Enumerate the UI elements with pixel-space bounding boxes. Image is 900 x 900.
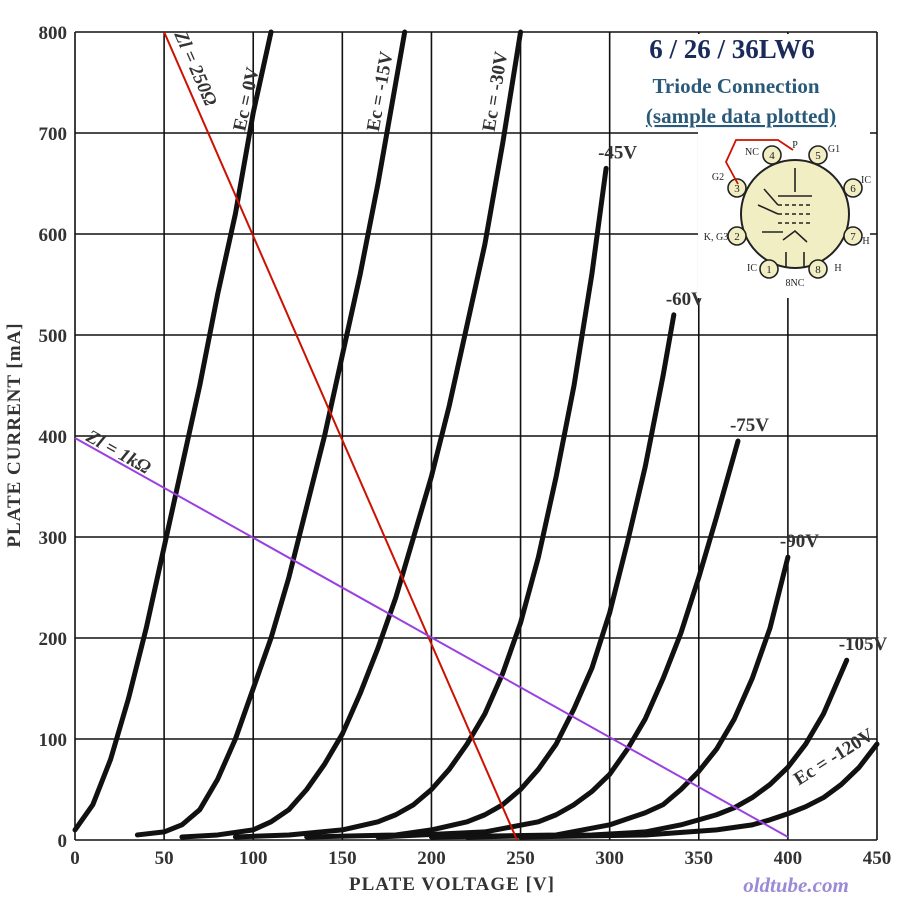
curve-label: -60V [666, 289, 705, 310]
pin-circle [808, 259, 828, 279]
title-block-background [612, 34, 860, 132]
pin-circle [727, 178, 747, 198]
pin-label: NC [745, 147, 759, 158]
load-line [163, 31, 518, 841]
y-tick-label: 700 [39, 124, 68, 145]
curve-label: -45V [598, 142, 637, 163]
triode-strap [724, 139, 794, 185]
tube-curves [72, 29, 880, 840]
pin-label: G1 [828, 144, 840, 155]
x-tick-label: 350 [685, 848, 714, 869]
curve-series [304, 312, 677, 840]
chart-title: 6 / 26 / 36LW6 [649, 34, 815, 64]
curve-series [464, 657, 850, 840]
y-tick-label: 200 [39, 629, 68, 650]
curve-series [518, 741, 880, 840]
title-block: 6 / 26 / 36LW6 Triode Connection (sample… [612, 34, 860, 132]
tube-pinout-diagram: 1 2 3 4 5 6 7 8 NC P G1 G2 IC K, G3 H IC 8NC H [698, 132, 871, 298]
pin-label: IC [747, 263, 757, 274]
pin-number: 8 [815, 264, 821, 276]
pin-number: 3 [734, 183, 740, 195]
y-tick-label: 400 [39, 427, 68, 448]
pin-number: 2 [734, 231, 740, 243]
tube-electrodes [757, 168, 812, 268]
pin-number: 4 [769, 150, 775, 162]
x-tick-label: 150 [328, 848, 357, 869]
tick-labels: 0 50 100 150 200 250 300 350 400 4500100200300400… [39, 23, 892, 869]
pin-circle [762, 145, 782, 165]
pin-circle [727, 226, 747, 246]
y-tick-label: 0 [58, 831, 68, 852]
curve-label: -75V [730, 415, 769, 436]
y-tick-label: 800 [39, 23, 68, 44]
pin-label: IC [861, 175, 871, 186]
pin-number: 5 [815, 150, 821, 162]
pin-number: 1 [766, 264, 772, 276]
pin-circle [843, 226, 863, 246]
pin-label: 8NC [786, 278, 805, 289]
pin-circle [843, 178, 863, 198]
x-tick-label: 200 [417, 848, 446, 869]
x-axis-label: PLATE VOLTAGE [V] [349, 874, 555, 895]
pin-circle [808, 145, 828, 165]
y-tick-label: 100 [39, 730, 68, 751]
pin-label: P [792, 140, 798, 151]
curve-series [179, 29, 524, 840]
pin-label: H [834, 263, 841, 274]
pin-label: H [862, 236, 869, 247]
pin-number: 6 [850, 183, 856, 195]
pin-circle [759, 259, 779, 279]
x-tick-label: 100 [239, 848, 268, 869]
y-tick-label: 500 [39, 326, 68, 347]
curve-series [72, 29, 274, 833]
y-tick-label: 300 [39, 528, 68, 549]
curve-series [428, 554, 791, 840]
curve-label: -90V [780, 531, 819, 552]
pin-label: K, G3 [704, 232, 728, 243]
x-tick-label: 400 [774, 848, 803, 869]
y-tick-label: 600 [39, 225, 68, 246]
pins: 1 2 3 4 5 6 7 8 [727, 145, 863, 279]
pin-label: G2 [712, 172, 724, 183]
curve-series [375, 438, 741, 840]
curve-series [134, 29, 408, 838]
load-line [74, 437, 789, 838]
curve-label: -105V [839, 634, 888, 655]
x-tick-label: 50 [155, 848, 174, 869]
x-tick-label: 450 [863, 848, 892, 869]
chart-note: (sample data plotted) [646, 104, 836, 128]
chart-subtitle: Triode Connection [652, 74, 819, 98]
source-watermark: oldtube.com [743, 873, 849, 897]
pin-number: 7 [850, 231, 856, 243]
x-tick-label: 250 [506, 848, 535, 869]
x-tick-label: 300 [595, 848, 624, 869]
curve-series [232, 165, 609, 840]
pin-labels: NC P G1 G2 IC K, G3 H IC 8NC H [704, 140, 872, 289]
x-tick-label: 0 [70, 848, 80, 869]
y-axis-label: PLATE CURRENT [mA] [4, 322, 25, 547]
